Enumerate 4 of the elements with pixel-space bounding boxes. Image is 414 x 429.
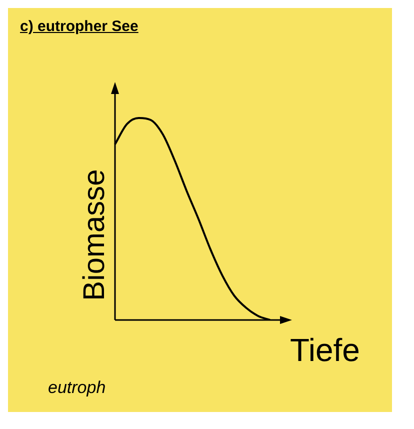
y-axis-title: Biomasse bbox=[78, 169, 112, 301]
x-axis-title: Tiefe bbox=[290, 332, 360, 369]
text: eutroph bbox=[48, 378, 106, 398]
chart-title: c) eutropher See bbox=[20, 18, 138, 35]
